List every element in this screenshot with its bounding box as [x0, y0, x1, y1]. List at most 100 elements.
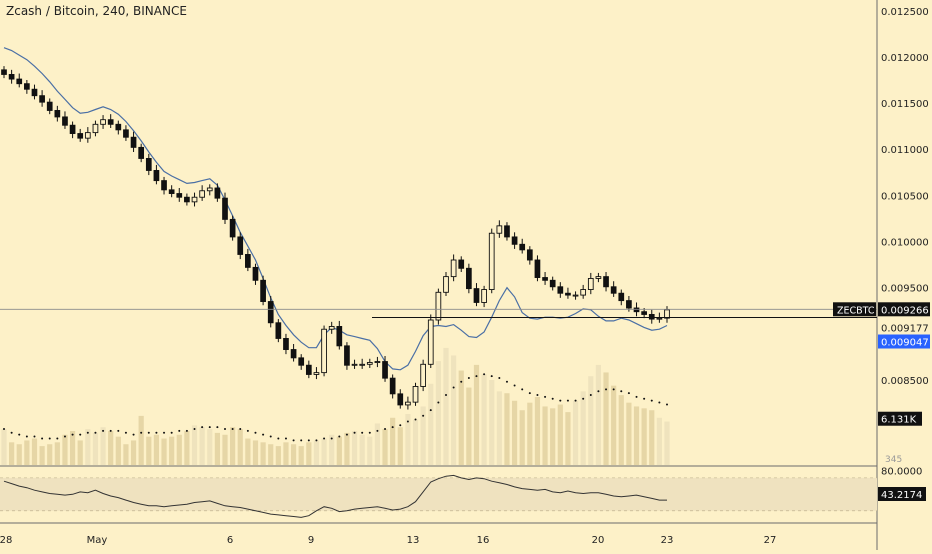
- candle-body: [534, 259, 541, 278]
- rsi-layer: [0, 474, 877, 518]
- ma-price-badge-text: 0.009047: [881, 338, 929, 349]
- candle-body: [557, 286, 564, 294]
- candle: [458, 256, 465, 272]
- candle: [344, 342, 350, 370]
- candle: [176, 188, 183, 202]
- volume-bar: [306, 442, 312, 465]
- volume-ma-dot: [147, 431, 150, 434]
- volume-bar: [473, 364, 480, 465]
- candle-body: [412, 386, 419, 403]
- volume-ma-dot: [201, 426, 204, 429]
- candle: [580, 284, 587, 299]
- candle: [100, 115, 106, 129]
- candle-body: [389, 377, 396, 395]
- rsi-top-tick: 80.0000: [881, 467, 922, 478]
- volume-ma-dot: [254, 431, 257, 434]
- chart-title: Zcash / Bitcoin, 240, BINANCE: [6, 4, 187, 18]
- volume-bar: [344, 432, 350, 465]
- candle: [648, 309, 655, 324]
- volume-ma-dot: [208, 426, 211, 429]
- candle: [587, 272, 594, 295]
- candle-body: [397, 393, 404, 406]
- level-price-badge-text: 0.009177: [881, 324, 929, 335]
- volume-ma-dot: [612, 388, 615, 391]
- volume-ma-dot: [483, 373, 486, 376]
- volume-ma-dot: [490, 375, 493, 378]
- candle: [92, 120, 99, 137]
- candle-body: [298, 357, 305, 366]
- volume-ma-dot: [391, 426, 394, 429]
- volume-bar: [481, 374, 487, 465]
- candle-body: [580, 289, 587, 296]
- candle-body: [123, 129, 129, 138]
- volume-bar: [47, 444, 53, 465]
- candle: [1, 66, 7, 79]
- candle: [473, 283, 480, 307]
- candle: [359, 358, 366, 369]
- candle: [62, 111, 68, 129]
- volume-bar: [412, 419, 419, 465]
- volume-ma-dot: [551, 397, 554, 400]
- price-levels-layer: [0, 308, 877, 319]
- price-tick-label: 0.011000: [881, 145, 929, 156]
- candle-body: [633, 307, 640, 313]
- volume-ma-dot: [277, 437, 280, 440]
- volume-value-label: 345: [885, 455, 902, 465]
- volume-bar: [191, 425, 198, 465]
- candle-body: [245, 254, 251, 268]
- volume-ma-dot: [498, 377, 501, 379]
- volume-ma-dot: [155, 431, 158, 434]
- candle: [130, 131, 137, 152]
- volume-ma-dot: [452, 386, 455, 389]
- candle: [206, 184, 213, 196]
- volume-bar: [519, 410, 525, 465]
- volume-ma-dot: [307, 439, 310, 442]
- candle-body: [222, 197, 228, 220]
- axis-layer[interactable]: 0.012500 0.012000 0.011500 0.011000 0.010500…: [0, 7, 930, 546]
- volume-bar: [321, 438, 327, 465]
- candle-body: [511, 236, 518, 245]
- volume-bar: [359, 434, 365, 465]
- volume-bar: [458, 370, 464, 465]
- volume-ma-dot: [666, 403, 668, 406]
- candle-body: [336, 326, 343, 347]
- volume-ma-dot: [193, 428, 196, 430]
- candle-body: [351, 363, 358, 366]
- volume-ma-dot: [63, 435, 66, 438]
- candle: [336, 320, 343, 350]
- candle-body: [39, 95, 45, 103]
- candle-body: [199, 190, 205, 198]
- candle: [557, 282, 564, 298]
- candle: [290, 344, 297, 362]
- volume-bar: [123, 444, 129, 465]
- volume-ma-dot: [658, 401, 661, 404]
- candle-body: [618, 292, 625, 302]
- volume-bar: [199, 427, 205, 465]
- rsi-band: [0, 477, 877, 511]
- volume-bar: [115, 436, 121, 465]
- candle-body: [420, 363, 426, 387]
- candle: [443, 272, 449, 296]
- volume-ma-dot: [475, 375, 478, 378]
- candle: [214, 183, 221, 202]
- volume-ma-dot: [102, 429, 105, 432]
- candle-body: [572, 294, 579, 297]
- volume-bar: [283, 442, 289, 465]
- x-tick-label: 23: [661, 535, 674, 546]
- volume-ma-dot: [41, 437, 44, 440]
- volume-bar: [62, 434, 68, 465]
- volume-ma-dot: [414, 418, 417, 421]
- volume-ma-dot: [185, 429, 188, 432]
- candle-body: [443, 276, 449, 293]
- volume-ma-dot: [384, 428, 387, 430]
- candle: [298, 354, 305, 370]
- candle-body: [100, 119, 106, 125]
- candle: [275, 319, 282, 343]
- volume-ma-dot: [284, 437, 287, 440]
- price-tick-label: 0.010000: [881, 238, 929, 249]
- candle-body: [229, 218, 236, 238]
- rsi-badge-text: 43.2174: [881, 490, 922, 501]
- volume-bar: [130, 440, 137, 465]
